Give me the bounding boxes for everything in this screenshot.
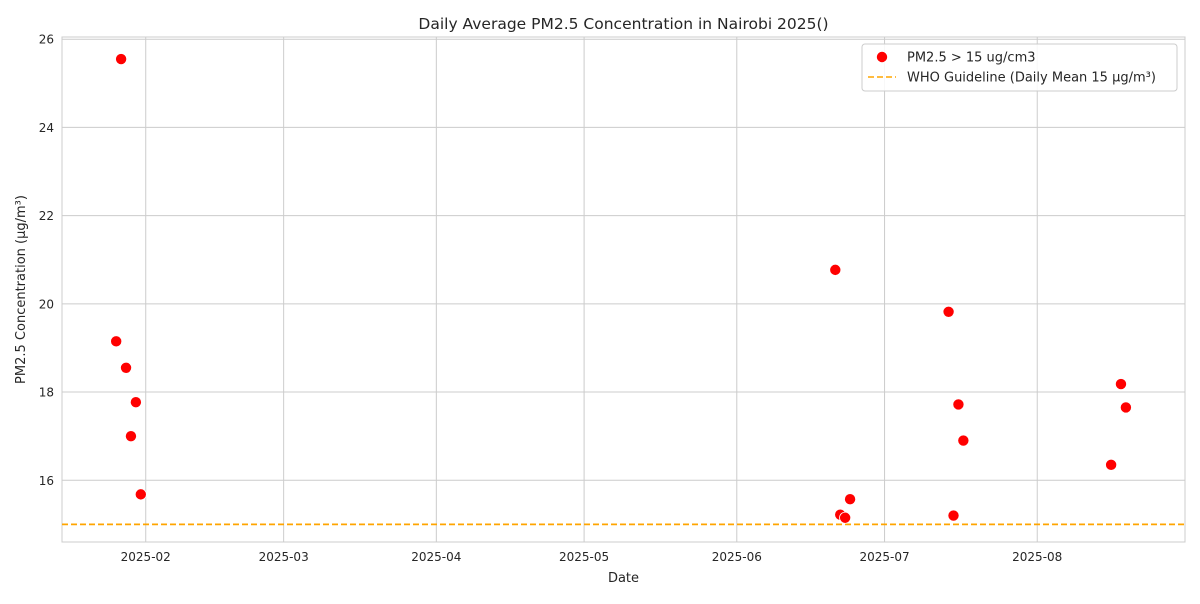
- x-tick-label: 2025-06: [712, 550, 762, 564]
- y-tick-label: 24: [39, 121, 54, 135]
- data-point: [134, 488, 147, 501]
- x-axis-label: Date: [608, 571, 639, 586]
- data-point: [839, 511, 852, 524]
- chart-title: Daily Average PM2.5 Concentration in Nai…: [418, 15, 828, 33]
- data-point: [110, 335, 123, 348]
- y-axis-label: PM2.5 Concentration (µg/m³): [14, 195, 29, 384]
- grid: [62, 37, 1185, 542]
- data-point: [1114, 378, 1127, 391]
- x-tick-label: 2025-02: [121, 550, 171, 564]
- data-point: [124, 430, 137, 443]
- x-tick-label: 2025-05: [559, 550, 609, 564]
- data-point: [115, 53, 128, 66]
- data-point: [120, 361, 133, 374]
- data-point: [829, 263, 842, 276]
- y-tick-label: 26: [39, 33, 54, 47]
- legend-label-scatter: PM2.5 > 15 ug/cm3: [907, 51, 1036, 66]
- data-point: [129, 396, 142, 409]
- data-point: [1105, 458, 1118, 471]
- data-point: [952, 398, 965, 411]
- tick-labels: 2025-02 2025-03 2025-04 2025-05 2025-06 2025-…: [39, 33, 1063, 564]
- y-tick-label: 20: [39, 297, 54, 311]
- legend-marker-scatter: [876, 51, 889, 64]
- data-point: [942, 305, 955, 318]
- legend-label-guideline: WHO Guideline (Daily Mean 15 μg/m³): [907, 71, 1156, 86]
- data-point: [1119, 401, 1132, 414]
- data-point: [957, 434, 970, 447]
- legend-box: [861, 43, 1178, 92]
- x-tick-label: 2025-04: [411, 550, 461, 564]
- y-tick-label: 16: [39, 474, 54, 488]
- data-point: [947, 509, 960, 522]
- plot-area: [61, 36, 1186, 543]
- y-tick-label: 22: [39, 209, 54, 223]
- data-points: [110, 53, 1132, 524]
- y-tick-label: 18: [39, 386, 54, 400]
- x-tick-label: 2025-07: [859, 550, 909, 564]
- x-tick-label: 2025-08: [1012, 550, 1062, 564]
- x-tick-label: 2025-03: [259, 550, 309, 564]
- legend: PM2.5 > 15 ug/cm3 WHO Guideline (Daily M…: [861, 43, 1178, 92]
- data-point: [844, 493, 857, 506]
